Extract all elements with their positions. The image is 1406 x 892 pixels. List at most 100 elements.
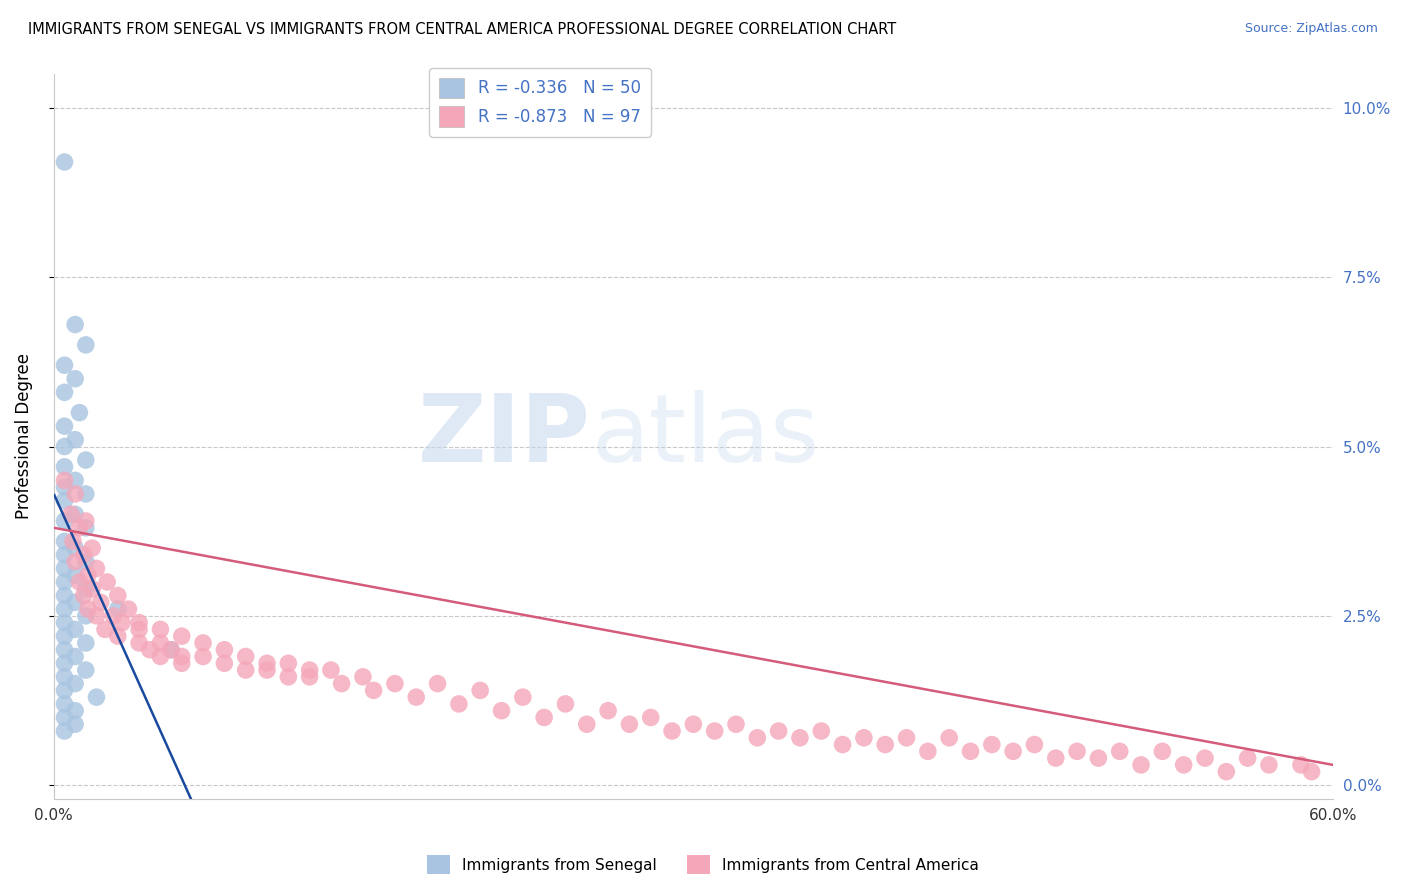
Point <box>191 636 214 650</box>
Point <box>214 642 236 657</box>
Point <box>298 663 321 677</box>
Point <box>111 615 134 630</box>
Point <box>277 670 299 684</box>
Point <box>149 649 172 664</box>
Point <box>896 731 918 745</box>
Point <box>1215 764 1237 779</box>
Point <box>53 440 76 454</box>
Point <box>128 623 150 637</box>
Point <box>53 474 76 488</box>
Point <box>533 710 555 724</box>
Point <box>94 623 117 637</box>
Point <box>277 657 299 671</box>
Point <box>661 724 683 739</box>
Point <box>75 453 97 467</box>
Point <box>831 738 853 752</box>
Point <box>82 582 104 596</box>
Point <box>63 474 86 488</box>
Point <box>77 568 100 582</box>
Point <box>96 574 118 589</box>
Point <box>75 514 97 528</box>
Point <box>53 697 76 711</box>
Point <box>67 521 90 535</box>
Point <box>63 623 86 637</box>
Point <box>53 514 76 528</box>
Point <box>682 717 704 731</box>
Legend: Immigrants from Senegal, Immigrants from Central America: Immigrants from Senegal, Immigrants from… <box>420 849 986 880</box>
Point <box>1289 757 1312 772</box>
Point <box>63 717 86 731</box>
Point <box>1301 764 1323 779</box>
Point <box>63 595 86 609</box>
Point <box>170 657 193 671</box>
Point <box>1024 738 1046 752</box>
Point <box>86 561 108 575</box>
Point <box>980 738 1002 752</box>
Legend: R = -0.336   N = 50, R = -0.873   N = 97: R = -0.336 N = 50, R = -0.873 N = 97 <box>429 68 651 136</box>
Point <box>63 508 86 522</box>
Point <box>53 724 76 739</box>
Point <box>53 548 76 562</box>
Point <box>875 738 897 752</box>
Point <box>53 589 76 603</box>
Point <box>139 642 162 657</box>
Point <box>470 683 492 698</box>
Point <box>235 663 257 677</box>
Point <box>53 615 76 630</box>
Point <box>63 568 86 582</box>
Point <box>63 372 86 386</box>
Point <box>256 657 278 671</box>
Point <box>512 690 534 705</box>
Point <box>917 744 939 758</box>
Point <box>598 704 620 718</box>
Point <box>352 670 374 684</box>
Point <box>73 548 96 562</box>
Point <box>53 561 76 575</box>
Point <box>298 670 321 684</box>
Point <box>447 697 470 711</box>
Point <box>73 589 96 603</box>
Point <box>53 657 76 671</box>
Point <box>53 155 76 169</box>
Point <box>384 676 406 690</box>
Point <box>63 541 86 555</box>
Point <box>63 318 86 332</box>
Point <box>330 676 353 690</box>
Point <box>75 555 97 569</box>
Point <box>810 724 832 739</box>
Point <box>747 731 769 745</box>
Point <box>1002 744 1025 758</box>
Point <box>363 683 385 698</box>
Point <box>938 731 960 745</box>
Point <box>63 487 86 501</box>
Point <box>53 480 76 494</box>
Point <box>53 642 76 657</box>
Point <box>1258 757 1281 772</box>
Point <box>575 717 598 731</box>
Point <box>959 744 981 758</box>
Text: IMMIGRANTS FROM SENEGAL VS IMMIGRANTS FROM CENTRAL AMERICA PROFESSIONAL DEGREE C: IMMIGRANTS FROM SENEGAL VS IMMIGRANTS FR… <box>28 22 897 37</box>
Point <box>63 433 86 447</box>
Point <box>75 521 97 535</box>
Point <box>86 608 108 623</box>
Point <box>235 649 257 664</box>
Point <box>107 629 129 643</box>
Point <box>63 555 86 569</box>
Point <box>170 629 193 643</box>
Point <box>53 459 76 474</box>
Point <box>703 724 725 739</box>
Point <box>1066 744 1088 758</box>
Point <box>86 690 108 705</box>
Point <box>117 602 139 616</box>
Point <box>75 663 97 677</box>
Point <box>63 676 86 690</box>
Point <box>789 731 811 745</box>
Point <box>1130 757 1153 772</box>
Point <box>1236 751 1258 765</box>
Point <box>619 717 641 731</box>
Point <box>256 663 278 677</box>
Point <box>128 636 150 650</box>
Point <box>1173 757 1195 772</box>
Point <box>63 704 86 718</box>
Point <box>75 487 97 501</box>
